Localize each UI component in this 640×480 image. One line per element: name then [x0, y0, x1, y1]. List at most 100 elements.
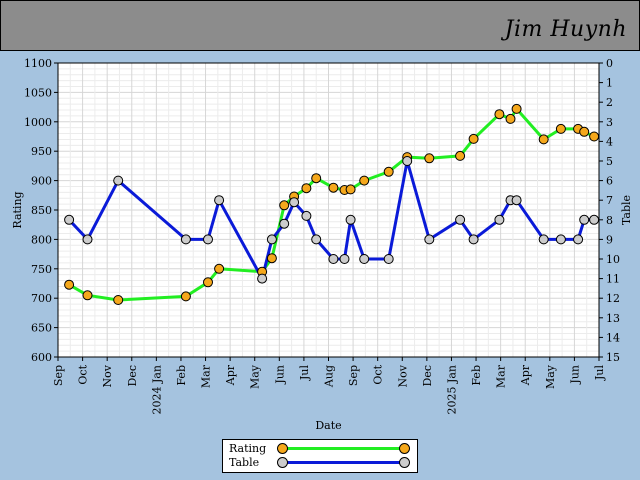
- x-tick-label: Feb: [470, 365, 483, 386]
- y-tick-label-right: 9: [606, 233, 613, 246]
- x-tick-label: Mar: [495, 364, 508, 388]
- x-tick-label: Nov: [396, 364, 409, 387]
- data-point-table: [455, 214, 466, 225]
- data-point-table: [180, 234, 191, 245]
- data-point-rating: [589, 131, 600, 142]
- y-tick-label-right: 0: [606, 57, 613, 70]
- data-point-rating: [301, 183, 312, 194]
- data-point-table: [494, 214, 505, 225]
- y-tick-label-right: 10: [606, 253, 620, 266]
- data-point-table: [82, 234, 93, 245]
- legend-item-table: Table: [229, 456, 413, 470]
- legend-item-rating: Rating: [229, 442, 413, 456]
- y-tick-label-left: 800: [31, 233, 52, 246]
- x-tick-label: Jun: [273, 365, 286, 385]
- data-point-rating: [203, 277, 213, 288]
- x-tick-label: Aug: [323, 365, 336, 388]
- data-point-table: [402, 156, 413, 166]
- data-point-rating: [328, 182, 339, 193]
- data-point-table: [64, 214, 75, 225]
- y-tick-label-right: 6: [606, 175, 613, 188]
- y-tick-label-right: 13: [606, 312, 620, 325]
- data-point-table: [538, 234, 549, 245]
- data-point-table: [214, 195, 225, 206]
- y-axis-title-right: Table: [620, 195, 633, 225]
- y-tick-label-right: 14: [606, 331, 620, 344]
- legend-label-rating: Rating: [229, 442, 267, 455]
- player-name: Jim Huynh: [504, 17, 627, 42]
- data-point-rating: [359, 175, 370, 186]
- data-point-table: [203, 234, 213, 245]
- data-point-rating: [555, 123, 566, 134]
- data-point-rating: [579, 126, 590, 137]
- data-point-table: [289, 197, 300, 208]
- data-point-rating: [511, 103, 522, 114]
- x-tick-label: Sep: [347, 365, 360, 386]
- legend-marker-rating-start: [277, 443, 288, 454]
- data-point-table: [301, 210, 312, 221]
- legend-line-rating: [281, 447, 409, 450]
- data-point-rating: [383, 166, 394, 177]
- legend-marker-table-end: [399, 457, 410, 468]
- y-tick-label-right: 8: [606, 214, 613, 227]
- data-point-table: [311, 234, 322, 245]
- y-tick-label-left: 600: [31, 351, 52, 364]
- data-point-table: [339, 254, 350, 264]
- data-point-table: [424, 234, 435, 245]
- data-point-table: [511, 195, 522, 206]
- x-tick-label: May: [544, 364, 557, 389]
- legend-line-table: [281, 461, 409, 464]
- data-point-rating: [180, 291, 191, 302]
- data-point-rating: [538, 134, 549, 145]
- x-tick-label: Mar: [200, 364, 213, 388]
- data-point-rating: [64, 279, 75, 290]
- data-point-table: [573, 234, 584, 245]
- x-tick-label: Dec: [126, 365, 139, 387]
- data-point-table: [468, 234, 479, 245]
- x-tick-label: Feb: [175, 365, 188, 386]
- y-tick-label-right: 11: [606, 273, 620, 286]
- legend-label-table: Table: [229, 456, 260, 469]
- data-point-rating: [494, 109, 505, 120]
- y-tick-label-right: 15: [606, 351, 620, 364]
- data-point-rating: [82, 290, 93, 301]
- x-tick-label: 2025 Jan: [445, 365, 458, 415]
- data-point-table: [257, 273, 268, 284]
- chart-header: Jim Huynh: [0, 0, 640, 51]
- data-point-rating: [214, 263, 225, 274]
- y-tick-label-left: 1100: [24, 57, 52, 70]
- legend-marker-table-start: [277, 457, 288, 468]
- data-point-rating: [468, 133, 479, 144]
- data-point-rating: [266, 253, 277, 264]
- data-point-table: [266, 234, 277, 245]
- data-point-table: [383, 254, 394, 264]
- data-point-table: [279, 218, 290, 229]
- data-point-table: [345, 214, 356, 225]
- x-tick-label: Nov: [101, 364, 114, 387]
- y-tick-label-right: 3: [606, 116, 613, 129]
- y-tick-label-left: 900: [31, 175, 52, 188]
- data-point-table: [555, 234, 566, 245]
- data-point-rating: [311, 173, 322, 184]
- x-tick-label: Oct: [77, 364, 90, 384]
- y-tick-label-left: 950: [31, 145, 52, 158]
- x-tick-label: May: [249, 364, 262, 389]
- x-tick-label: Apr: [224, 364, 237, 386]
- data-point-table: [589, 214, 600, 225]
- data-point-rating: [455, 150, 466, 161]
- y-tick-label-right: 12: [606, 292, 620, 305]
- x-tick-label: Jul: [298, 365, 311, 381]
- y-tick-label-left: 1000: [24, 116, 52, 129]
- data-point-rating: [505, 113, 516, 124]
- y-tick-label-left: 1050: [24, 86, 52, 99]
- y-tick-label-right: 4: [606, 135, 613, 148]
- y-tick-label-right: 2: [606, 96, 613, 109]
- x-tick-label: Oct: [372, 364, 385, 384]
- x-tick-label: 2024 Jan: [150, 365, 163, 415]
- legend-marker-rating-end: [399, 443, 410, 454]
- y-tick-label-left: 650: [31, 322, 52, 335]
- data-point-table: [579, 214, 590, 225]
- data-point-table: [113, 175, 124, 186]
- data-point-rating: [424, 153, 435, 164]
